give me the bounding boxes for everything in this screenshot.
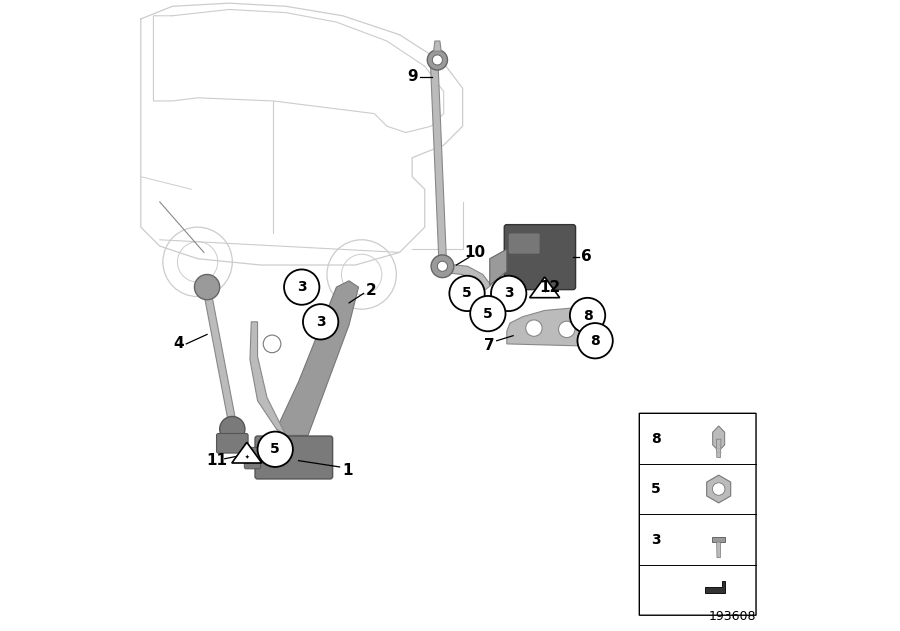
Circle shape bbox=[526, 320, 542, 336]
Circle shape bbox=[491, 276, 526, 311]
Polygon shape bbox=[705, 581, 725, 593]
Polygon shape bbox=[529, 277, 560, 298]
Text: ✦: ✦ bbox=[245, 454, 249, 459]
Polygon shape bbox=[713, 426, 725, 451]
Polygon shape bbox=[430, 63, 446, 256]
Polygon shape bbox=[250, 322, 286, 435]
Circle shape bbox=[713, 483, 725, 495]
Polygon shape bbox=[444, 264, 491, 290]
Polygon shape bbox=[232, 442, 262, 463]
Text: 11: 11 bbox=[206, 453, 227, 468]
Text: 5: 5 bbox=[651, 482, 661, 496]
Polygon shape bbox=[507, 308, 595, 346]
Circle shape bbox=[428, 50, 447, 70]
Circle shape bbox=[284, 269, 319, 305]
FancyBboxPatch shape bbox=[244, 447, 261, 469]
Circle shape bbox=[470, 296, 506, 331]
Circle shape bbox=[220, 416, 245, 442]
Text: 5: 5 bbox=[483, 307, 492, 321]
Text: 9: 9 bbox=[407, 69, 418, 85]
FancyBboxPatch shape bbox=[639, 413, 756, 615]
Text: 1: 1 bbox=[343, 463, 353, 478]
Text: 5: 5 bbox=[270, 442, 280, 456]
Text: 5: 5 bbox=[463, 286, 472, 300]
FancyBboxPatch shape bbox=[508, 233, 540, 254]
Text: 3: 3 bbox=[316, 315, 326, 329]
Circle shape bbox=[578, 323, 613, 358]
Circle shape bbox=[257, 432, 292, 467]
Polygon shape bbox=[276, 281, 358, 435]
Polygon shape bbox=[434, 41, 441, 51]
Circle shape bbox=[449, 276, 485, 311]
FancyBboxPatch shape bbox=[255, 436, 333, 479]
Polygon shape bbox=[716, 439, 721, 457]
Text: 3: 3 bbox=[504, 286, 514, 300]
Polygon shape bbox=[716, 542, 721, 558]
Text: 4: 4 bbox=[174, 336, 184, 351]
Circle shape bbox=[432, 55, 443, 65]
Text: 2: 2 bbox=[365, 283, 376, 298]
Circle shape bbox=[437, 261, 447, 271]
FancyBboxPatch shape bbox=[504, 225, 576, 290]
Text: 3: 3 bbox=[297, 280, 307, 294]
Text: 7: 7 bbox=[484, 338, 494, 353]
Polygon shape bbox=[490, 249, 507, 285]
Circle shape bbox=[570, 298, 605, 333]
Text: 193608: 193608 bbox=[708, 610, 756, 623]
Text: 8: 8 bbox=[590, 334, 600, 348]
Text: 10: 10 bbox=[464, 245, 486, 260]
Text: 8: 8 bbox=[582, 309, 592, 322]
FancyBboxPatch shape bbox=[217, 433, 248, 453]
Text: 8: 8 bbox=[651, 432, 661, 445]
FancyBboxPatch shape bbox=[259, 442, 284, 456]
Circle shape bbox=[559, 321, 575, 338]
Circle shape bbox=[194, 274, 220, 300]
Circle shape bbox=[303, 304, 338, 339]
Text: 3: 3 bbox=[651, 533, 661, 546]
Polygon shape bbox=[706, 475, 731, 503]
Polygon shape bbox=[713, 537, 725, 542]
Text: ✦: ✦ bbox=[543, 289, 547, 294]
Text: 12: 12 bbox=[539, 280, 561, 295]
Circle shape bbox=[431, 255, 454, 278]
Circle shape bbox=[263, 335, 281, 353]
Polygon shape bbox=[203, 290, 236, 423]
Text: 6: 6 bbox=[580, 249, 591, 264]
